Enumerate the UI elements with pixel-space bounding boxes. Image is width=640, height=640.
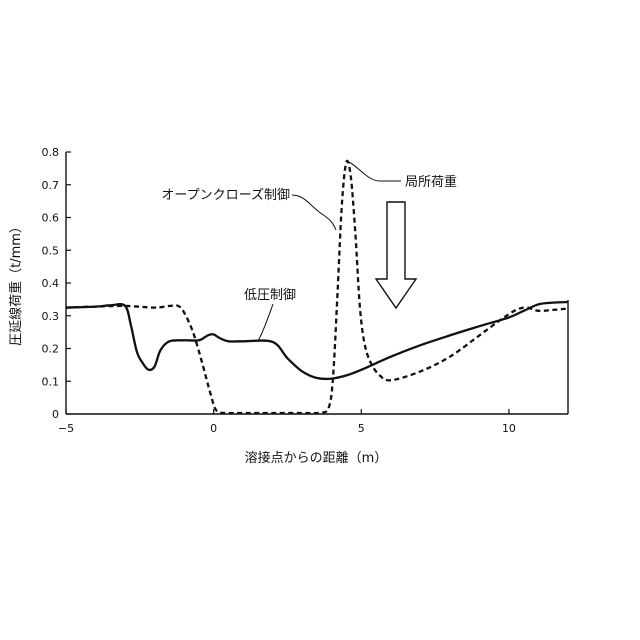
annotation-local-load: 局所荷重: [405, 174, 457, 190]
x-tick-label: 5: [358, 422, 365, 435]
annotation-low-pressure-label-leader: [258, 304, 273, 341]
y-tick-label: 0.1: [42, 375, 60, 388]
x-tick-label: −5: [58, 422, 74, 435]
down-arrow-icon: [376, 202, 416, 308]
y-tick-label: 0.3: [42, 310, 60, 323]
annotation-local-load-leader: [349, 162, 401, 181]
y-tick-label: 0.6: [42, 212, 60, 225]
y-tick-label: 0.7: [42, 179, 60, 192]
annotation-open-close-label-leader: [292, 195, 336, 230]
y-tick-label: 0: [52, 408, 59, 421]
axes: 00.10.20.30.40.50.60.70.8−50510: [42, 146, 569, 435]
x-axis-label: 溶接点からの距離（m）: [245, 450, 388, 466]
y-tick-label: 0.2: [42, 343, 60, 356]
x-tick-label: 10: [502, 422, 516, 435]
x-tick-label: 0: [210, 422, 217, 435]
y-axis-label: 圧延線荷重（t/mm）: [8, 220, 24, 346]
annotation-open-close-label: オープンクローズ制御: [161, 187, 290, 203]
annotation-layer: 局所荷重オープンクローズ制御低圧制御: [161, 162, 457, 341]
series-line-low-pressure: [66, 302, 568, 379]
y-tick-label: 0.4: [42, 277, 60, 290]
y-tick-label: 0.8: [42, 146, 60, 159]
series-layer: [66, 161, 568, 413]
y-tick-label: 0.5: [42, 244, 60, 257]
series-line-open-close: [66, 161, 568, 413]
annotation-low-pressure-label: 低圧制御: [244, 288, 296, 303]
